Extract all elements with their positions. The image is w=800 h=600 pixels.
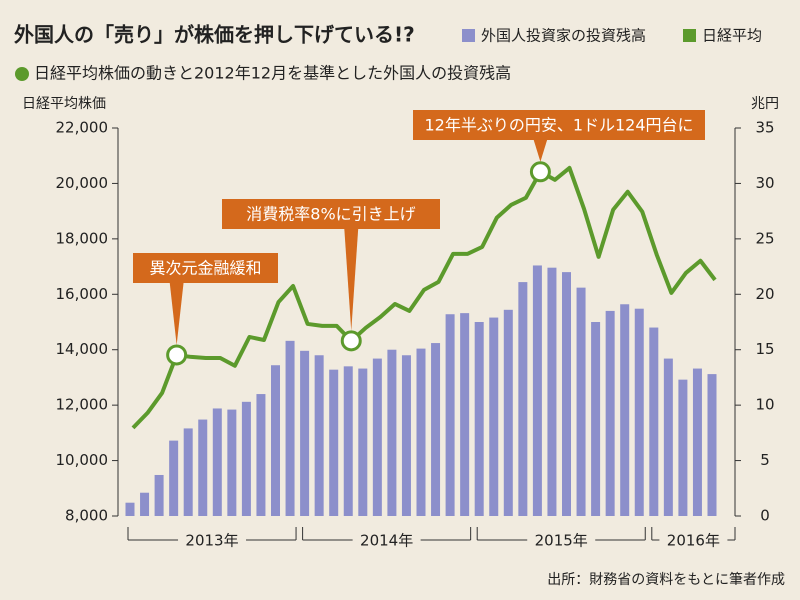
y-tick-label: 16,000 bbox=[56, 285, 109, 303]
bar bbox=[562, 272, 571, 516]
bar bbox=[241, 401, 251, 516]
bar bbox=[532, 265, 542, 516]
bar bbox=[140, 492, 150, 516]
y2-tick-label: 15 bbox=[755, 340, 774, 358]
legend-swatch bbox=[462, 29, 475, 42]
annotation-box bbox=[413, 110, 705, 140]
bar bbox=[183, 428, 193, 516]
chart-title: 外国人の「売り」が株価を押し下げている!? bbox=[14, 23, 415, 47]
bar bbox=[372, 358, 382, 516]
bar bbox=[547, 267, 557, 516]
bar bbox=[474, 322, 484, 516]
highlight-point bbox=[529, 161, 551, 183]
bar bbox=[634, 308, 644, 516]
y2-tick-label: 10 bbox=[755, 396, 774, 414]
line bbox=[131, 165, 717, 430]
bar bbox=[649, 327, 659, 516]
bar bbox=[285, 340, 295, 516]
annotation-pointer bbox=[169, 282, 184, 345]
bar bbox=[227, 409, 237, 516]
annotation-text: 異次元金融緩和 bbox=[149, 259, 261, 278]
bar bbox=[489, 317, 499, 516]
y-tick-label: 10,000 bbox=[56, 451, 109, 469]
bar bbox=[445, 314, 455, 516]
y-tick-label: 8,000 bbox=[65, 507, 108, 525]
y2-tick-label: 35 bbox=[755, 119, 774, 137]
annotation-text: 12年半ぶりの円安、1ドル124円台に bbox=[424, 116, 693, 135]
y-tick-label: 22,000 bbox=[56, 119, 109, 137]
legend-swatch bbox=[683, 29, 696, 42]
y-tick-label: 14,000 bbox=[56, 340, 109, 358]
bar bbox=[256, 394, 266, 516]
y2-axis-label: 兆円 bbox=[751, 96, 779, 112]
bar bbox=[576, 287, 586, 516]
bar bbox=[329, 369, 339, 516]
bar bbox=[663, 358, 673, 516]
subtitle-bullet bbox=[15, 67, 29, 81]
highlight-point bbox=[166, 344, 188, 366]
y-tick-label: 12,000 bbox=[56, 396, 109, 414]
annotation-box bbox=[133, 253, 278, 283]
bar bbox=[125, 502, 135, 516]
bar bbox=[503, 309, 513, 516]
bar bbox=[460, 313, 470, 516]
bar bbox=[198, 419, 208, 516]
bar bbox=[591, 322, 601, 516]
bar bbox=[707, 374, 717, 516]
y2-tick-label: 25 bbox=[755, 229, 774, 247]
y2-tick-label: 30 bbox=[755, 174, 774, 192]
y2-tick-label: 5 bbox=[760, 451, 770, 469]
x-group-label: 2013年 bbox=[185, 532, 238, 550]
bar bbox=[605, 310, 615, 516]
x-group-label: 2014年 bbox=[360, 532, 413, 550]
x-group-label: 2015年 bbox=[535, 532, 588, 550]
bar bbox=[678, 379, 688, 516]
bar bbox=[271, 365, 280, 516]
annotation-box bbox=[222, 199, 440, 229]
bar bbox=[620, 304, 630, 516]
bar bbox=[154, 474, 164, 516]
annotation-pointer bbox=[344, 228, 359, 331]
y-tick-label: 18,000 bbox=[56, 229, 109, 247]
bar bbox=[169, 440, 179, 516]
source-note: 出所：財務省の資料をもとに筆者作成 bbox=[547, 572, 785, 588]
bar bbox=[314, 355, 324, 516]
bar bbox=[212, 408, 222, 516]
bar bbox=[300, 350, 310, 516]
bar bbox=[518, 282, 528, 516]
bar bbox=[416, 348, 426, 516]
bar bbox=[387, 349, 397, 516]
y2-tick-label: 20 bbox=[755, 285, 774, 303]
bar bbox=[431, 343, 441, 516]
highlight-point bbox=[340, 330, 362, 352]
y-tick-label: 20,000 bbox=[56, 174, 109, 192]
bar bbox=[343, 366, 353, 516]
bar bbox=[692, 368, 702, 516]
bar bbox=[358, 368, 368, 516]
chart-subtitle: 日経平均株価の動きと2012年12月を基準とした外国人の投資残高 bbox=[34, 64, 511, 83]
annotation-text: 消費税率8%に引き上げ bbox=[246, 205, 415, 224]
bar bbox=[401, 355, 411, 516]
legend-label: 外国人投資家の投資残高 bbox=[481, 27, 646, 45]
annotation-pointer bbox=[533, 139, 548, 162]
y-axis-label: 日経平均株価 bbox=[22, 96, 106, 112]
y2-tick-label: 0 bbox=[760, 507, 770, 525]
x-group-label: 2016年 bbox=[667, 532, 720, 550]
legend-label: 日経平均 bbox=[702, 27, 762, 45]
